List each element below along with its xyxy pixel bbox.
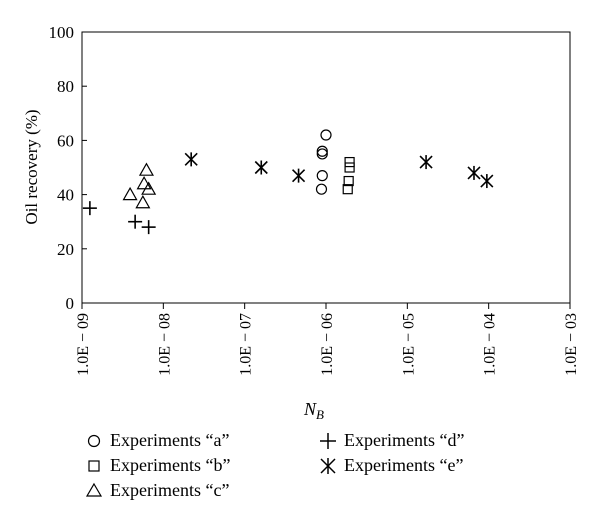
asterisk-point (419, 155, 433, 170)
triangle-marker-icon (85, 482, 103, 497)
asterisk-point (184, 152, 198, 167)
square-point (343, 175, 354, 187)
circle-marker-icon (87, 434, 101, 447)
plus-marker-icon (320, 432, 336, 449)
legend-item-a: Experiments “a” (84, 430, 229, 451)
x-tick-label: 1.0E − 04 (482, 313, 499, 376)
asterisk-point (467, 165, 481, 180)
legend-label-b: Experiments “b” (110, 455, 231, 475)
asterisk-point (254, 160, 268, 175)
x-tick-label: 1.0E − 07 (238, 313, 255, 376)
circle-point (316, 145, 328, 157)
triangle-point (135, 195, 151, 209)
legend-item-c: Experiments “c” (84, 480, 229, 501)
x-axis-label-main: N (303, 399, 317, 419)
x-axis-label: NB (303, 399, 324, 420)
circle-point (316, 148, 328, 160)
x-tick-label: 1.0E − 03 (563, 313, 580, 376)
asterisk-point (480, 174, 494, 189)
x-tick-label: 1.0E − 05 (400, 313, 417, 376)
circle-point (315, 183, 328, 195)
circle-point (316, 170, 328, 182)
x-tick-label: 1.0E − 08 (156, 313, 173, 376)
triangle-point (136, 176, 152, 190)
y-tick-label: 60 (57, 131, 74, 150)
plus-point (82, 201, 97, 216)
plus-point (141, 220, 156, 235)
ticks: 0 20 40 60 80 100 1.0E − 09 1.0E − 08 1.0E − 07 1… (49, 23, 581, 376)
legend-item-e: Experiments “e” (318, 455, 463, 476)
asterisk-marker-icon (320, 457, 336, 474)
x-axis-label-subscript: B (316, 407, 324, 420)
triangle-point (138, 162, 154, 176)
square-point (344, 156, 355, 168)
asterisk-point (292, 168, 306, 183)
x-tick-label: 1.0E − 06 (319, 313, 336, 376)
data-points (82, 129, 494, 235)
square-marker-icon (88, 459, 100, 472)
x-tick-label: 1.0E − 09 (75, 313, 92, 376)
triangle-point (122, 186, 138, 201)
y-tick-label: 0 (66, 294, 75, 313)
scatter-chart: 0 20 40 60 80 100 1.0E − 09 1.0E − 08 1.0E − 07 1… (22, 23, 581, 420)
legend-label-e: Experiments “e” (344, 455, 464, 475)
plus-point (128, 214, 143, 229)
y-tick-label: 100 (49, 23, 75, 42)
square-point (344, 162, 355, 173)
circle-point (320, 129, 332, 141)
legend-label-a: Experiments “a” (110, 430, 230, 450)
plot-frame (81, 31, 571, 304)
legend-item-b: Experiments “b” (84, 455, 230, 476)
y-tick-label: 80 (57, 77, 74, 96)
y-tick-label: 40 (57, 186, 74, 205)
y-tick-label: 20 (57, 240, 74, 259)
legend-item-d: Experiments “d” (318, 430, 464, 451)
legend-label-c: Experiments “c” (110, 480, 230, 500)
legend-label-d: Experiments “d” (344, 430, 465, 450)
y-axis-label: Oil recovery (%) (22, 109, 41, 224)
axes (81, 31, 571, 304)
square-point (342, 184, 353, 195)
